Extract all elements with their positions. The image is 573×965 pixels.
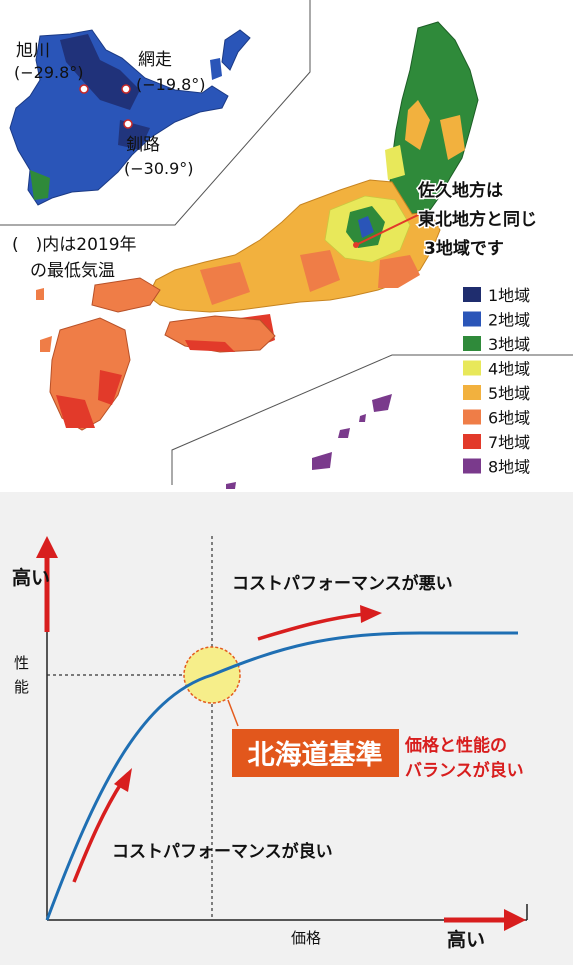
balance-label-line1: 価格と性能の bbox=[404, 735, 507, 756]
legend-swatch-7 bbox=[463, 434, 481, 449]
legend-swatch-2 bbox=[463, 311, 481, 327]
bad-trend-arrow bbox=[257, 612, 366, 641]
abashiri-temp: (−19.8°) bbox=[136, 75, 206, 94]
abashiri-label: 網走 bbox=[138, 50, 172, 70]
legend-swatch-8 bbox=[463, 458, 481, 474]
kushiro-label: 釧路 bbox=[126, 135, 160, 155]
legend-label-2: 2地域 bbox=[488, 311, 530, 330]
y-axis-label-line1: 性 bbox=[14, 654, 29, 672]
tohoku-region bbox=[389, 21, 479, 215]
standard-pointer bbox=[227, 699, 239, 727]
asahikawa-temp: (−29.8°) bbox=[14, 63, 84, 82]
okinawa-islands bbox=[372, 394, 392, 412]
saku-marker bbox=[353, 242, 359, 248]
zone-map-panel: 旭川 (−29.8°) 網走 (−19.8°) 釧路 (−30.9°) ( )内… bbox=[0, 0, 573, 489]
hokkaido-standard-label: 北海道基準 bbox=[248, 739, 383, 771]
cost-performance-chart: 北海道基準 高い 性 能 価格 高い コストパフォーマンスが悪い コストパフォー… bbox=[12, 536, 528, 951]
callout-line3: 3地域です bbox=[424, 238, 504, 259]
note-line2: の最低気温 bbox=[30, 261, 115, 281]
x-axis-label: 価格 bbox=[291, 929, 321, 947]
callout-line1: 佐久地方は bbox=[417, 180, 503, 201]
asahikawa-label: 旭川 bbox=[16, 41, 50, 61]
cost-performance-chart-panel: 北海道基準 高い 性 能 価格 高い コストパフォーマンスが悪い コストパフォー… bbox=[0, 492, 573, 965]
legend-label-7: 7地域 bbox=[488, 433, 530, 452]
legend-label-4: 4地域 bbox=[488, 360, 530, 379]
bad-cost-performance-label: コストパフォーマンスが悪い bbox=[232, 573, 453, 594]
saku-callout-line bbox=[357, 213, 421, 245]
hokkaido-standard-box bbox=[232, 729, 399, 777]
legend-swatch-3 bbox=[463, 336, 481, 351]
legend-label-6: 6地域 bbox=[488, 409, 530, 428]
hokkaido-zone3-area bbox=[30, 170, 50, 200]
hokkaido-inset-frame bbox=[0, 0, 311, 226]
legend-swatch-6 bbox=[463, 409, 481, 425]
legend-swatch-4 bbox=[463, 360, 481, 376]
hokkaido-region bbox=[9, 29, 229, 206]
y-axis-label-line2: 能 bbox=[14, 678, 29, 696]
callout-line2: 東北地方と同じ bbox=[418, 209, 537, 230]
legend-label-5: 5地域 bbox=[488, 384, 530, 403]
balance-label-line2: バランスが良い bbox=[405, 760, 524, 781]
kushiro-marker bbox=[123, 119, 133, 129]
note-line1: ( )内は2019年 bbox=[12, 235, 137, 255]
japan-zone-map: 旭川 (−29.8°) 網走 (−19.8°) 釧路 (−30.9°) ( )内… bbox=[0, 0, 573, 489]
good-cost-performance-label: コストパフォーマンスが良い bbox=[112, 841, 333, 862]
hokkaido-zone1-area bbox=[60, 34, 140, 110]
kushiro-temp: (−30.9°) bbox=[124, 159, 194, 178]
x-high-label: 高い bbox=[447, 928, 485, 951]
legend-swatch-5 bbox=[463, 385, 481, 400]
legend-swatch-1 bbox=[463, 287, 481, 302]
legend-label-1: 1地域 bbox=[488, 286, 530, 305]
y-high-label: 高い bbox=[12, 566, 50, 589]
zone-legend: 1地域 2地域 3地域 4地域 5地域 6地域 7地域 8地域 bbox=[463, 286, 530, 477]
good-trend-arrow bbox=[72, 781, 124, 883]
legend-label-8: 8地域 bbox=[488, 458, 530, 477]
okinawa-inset-frame bbox=[171, 354, 573, 485]
performance-curve bbox=[45, 631, 518, 921]
legend-label-3: 3地域 bbox=[488, 335, 530, 354]
asahikawa-marker bbox=[79, 84, 89, 94]
abashiri-marker bbox=[121, 84, 131, 94]
